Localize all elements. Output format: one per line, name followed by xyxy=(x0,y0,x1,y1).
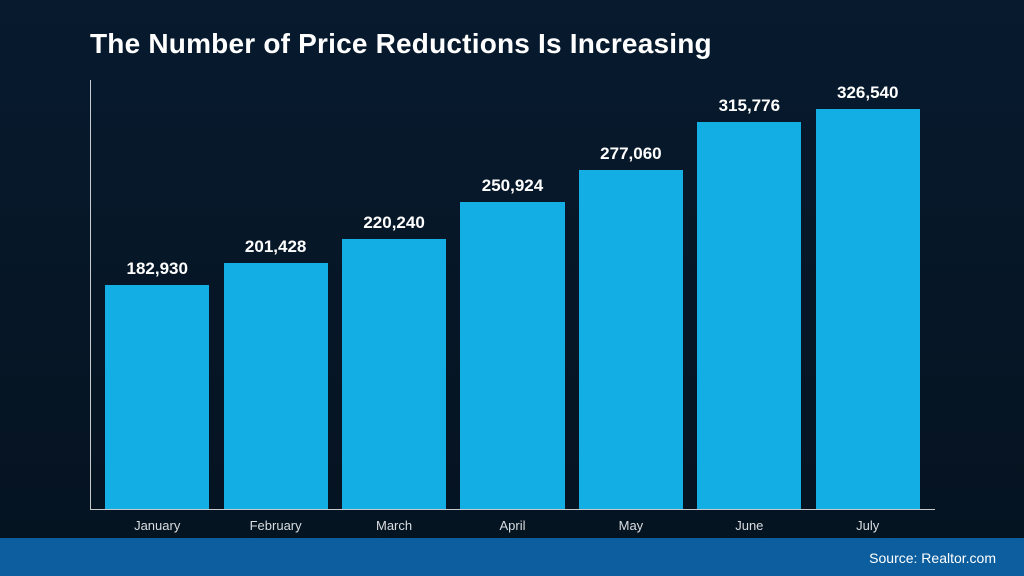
bar xyxy=(816,109,920,510)
bar-value-label: 182,930 xyxy=(126,259,187,279)
x-axis-label: June xyxy=(690,512,808,533)
x-axis-label: April xyxy=(453,512,571,533)
bar xyxy=(224,263,328,510)
bar-group: 315,776 xyxy=(690,80,808,510)
bar-value-label: 326,540 xyxy=(837,83,898,103)
bar xyxy=(105,285,209,510)
bar-group: 201,428 xyxy=(216,80,334,510)
x-axis-line xyxy=(90,509,935,510)
bar-group: 220,240 xyxy=(335,80,453,510)
bar-group: 250,924 xyxy=(453,80,571,510)
bar-value-label: 220,240 xyxy=(363,213,424,233)
x-axis-label: March xyxy=(335,512,453,533)
bar-value-label: 201,428 xyxy=(245,237,306,257)
source-attribution: Source: Realtor.com xyxy=(869,550,996,566)
chart-plot-area: 182,930 201,428 220,240 250,924 277,060 315,7… xyxy=(90,80,935,510)
chart-title: The Number of Price Reductions Is Increa… xyxy=(90,28,712,60)
bar-group: 326,540 xyxy=(809,80,927,510)
bar-value-label: 250,924 xyxy=(482,176,543,196)
bar-group: 182,930 xyxy=(98,80,216,510)
bars-container: 182,930 201,428 220,240 250,924 277,060 315,7… xyxy=(90,80,935,510)
x-axis-labels: JanuaryFebruaryMarchAprilMayJuneJuly xyxy=(90,512,935,533)
x-axis-label: July xyxy=(809,512,927,533)
bar-value-label: 277,060 xyxy=(600,144,661,164)
bar xyxy=(579,170,683,510)
bar-value-label: 315,776 xyxy=(719,96,780,116)
x-axis-label: February xyxy=(216,512,334,533)
bar-group: 277,060 xyxy=(572,80,690,510)
bar xyxy=(697,122,801,510)
bar xyxy=(342,239,446,510)
bar xyxy=(460,202,564,510)
x-axis-label: January xyxy=(98,512,216,533)
x-axis-label: May xyxy=(572,512,690,533)
